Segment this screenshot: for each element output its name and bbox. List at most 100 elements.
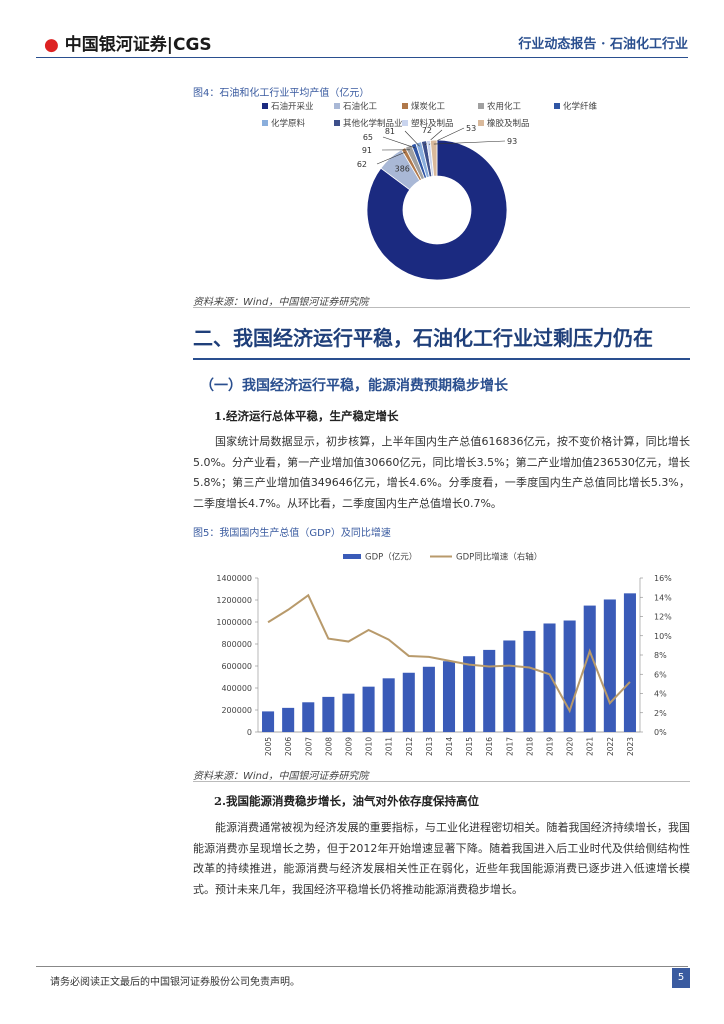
bar bbox=[463, 656, 476, 732]
x-tick-label: 2010 bbox=[365, 737, 374, 756]
y2-tick-label: 14% bbox=[654, 593, 672, 602]
x-tick-label: 2019 bbox=[546, 737, 555, 756]
header-title: 行业动态报告 · 石油化工行业 bbox=[518, 37, 688, 52]
subsection-heading: （一）我国经济运行平稳，能源消费预期稳步增长 bbox=[200, 378, 508, 394]
y-tick-label: 400000 bbox=[221, 684, 252, 693]
x-tick-label: 2016 bbox=[485, 737, 494, 756]
figure-caption: 图4：石油和化工行业平均产值（亿元） bbox=[193, 88, 370, 99]
x-tick-label: 2009 bbox=[344, 737, 353, 756]
logo-text: 中国银河证券|CGS bbox=[64, 35, 212, 55]
legend-swatch bbox=[478, 103, 484, 109]
figure-caption: 图5：我国国内生产总值（GDP）及同比增速 bbox=[193, 528, 391, 539]
x-tick-label: 2006 bbox=[284, 737, 293, 756]
bar bbox=[382, 678, 395, 732]
bar bbox=[483, 649, 496, 732]
page-number: 5 bbox=[672, 968, 690, 988]
x-tick-label: 2015 bbox=[465, 737, 474, 756]
legend-label: GDP（亿元） bbox=[365, 552, 417, 563]
legend-label: 石油化工 bbox=[343, 101, 378, 112]
bar bbox=[442, 661, 456, 732]
legend-label: 橡胶及制品 bbox=[487, 118, 530, 129]
line bbox=[267, 593, 631, 714]
paragraph: 国家统计局数据显示，初步核算，上半年国内生产总值616836亿元，按不变价格计算… bbox=[193, 435, 690, 510]
legend-label: 化学纤维 bbox=[563, 101, 598, 112]
bar-line-chart: GDP（亿元） GDP同比增速（右轴） 0 200000 400000 600000 800… bbox=[216, 552, 672, 757]
y-tick-label: 800000 bbox=[221, 640, 252, 649]
legend-swatch bbox=[262, 120, 268, 126]
legend-label: 煤炭化工 bbox=[411, 101, 446, 112]
bar bbox=[282, 707, 295, 732]
leader-line bbox=[433, 140, 506, 145]
x-tick-label: 2013 bbox=[425, 737, 434, 756]
bar bbox=[523, 630, 536, 732]
x-tick-label: 2011 bbox=[385, 737, 394, 756]
legend-label: 农用化工 bbox=[487, 101, 522, 112]
header-rule bbox=[36, 57, 688, 58]
legend-label: GDP同比增速（右轴） bbox=[456, 552, 542, 563]
x-tick-label: 2008 bbox=[324, 737, 333, 756]
x-tick-label: 2012 bbox=[405, 737, 414, 756]
y-tick-label: 1200000 bbox=[216, 596, 252, 605]
legend-swatch bbox=[262, 103, 268, 109]
legend-label: 化学原料 bbox=[271, 118, 306, 129]
leader-line bbox=[382, 136, 415, 149]
y2-tick-label: 0% bbox=[654, 728, 667, 737]
rule bbox=[193, 307, 690, 308]
bar bbox=[563, 620, 576, 732]
y2-tick-label: 10% bbox=[654, 632, 672, 641]
data-label: 62 bbox=[357, 160, 367, 169]
y-tick-label: 1000000 bbox=[216, 618, 252, 627]
point-heading: 1.经济运行总体平稳，生产稳定增长 bbox=[214, 409, 399, 423]
legend-label: 其他化学制品业 bbox=[343, 118, 403, 129]
donut-slice bbox=[366, 139, 508, 281]
y-tick-label: 0 bbox=[247, 728, 252, 737]
leader-line bbox=[404, 130, 420, 147]
y2-tick-label: 6% bbox=[654, 670, 667, 679]
x-tick-label: 2020 bbox=[566, 737, 575, 756]
y2-tick-label: 8% bbox=[654, 651, 667, 660]
disclaimer: 请务必阅读正文最后的中国银河证券股份公司免责声明。 bbox=[50, 977, 300, 988]
bar bbox=[543, 623, 556, 732]
y-tick-label: 600000 bbox=[221, 662, 252, 671]
bar bbox=[402, 672, 415, 732]
paragraph: 能源消费通常被视为经济发展的重要指标，与工业化进程密切相关。随着我国经济持续增长… bbox=[193, 821, 690, 896]
legend-swatch bbox=[554, 103, 560, 109]
bar bbox=[603, 599, 616, 732]
legend-swatch bbox=[343, 554, 361, 559]
legend-label: 石油开采业 bbox=[271, 101, 314, 112]
legend-swatch bbox=[478, 120, 484, 126]
footer-rule bbox=[36, 966, 688, 967]
data-label: 53 bbox=[466, 124, 476, 133]
x-tick-label: 2005 bbox=[264, 737, 273, 756]
bar bbox=[262, 711, 275, 732]
donut-slice bbox=[429, 139, 438, 177]
rule bbox=[193, 781, 690, 782]
legend-swatch bbox=[334, 103, 340, 109]
y2-tick-label: 2% bbox=[654, 709, 667, 718]
x-tick-label: 2021 bbox=[586, 737, 595, 756]
data-label: 386 bbox=[395, 164, 410, 173]
x-tick-label: 2022 bbox=[606, 737, 615, 756]
y2-tick-label: 12% bbox=[654, 613, 672, 622]
point-heading: 2.我国能源消费稳步增长，油气对外依存度保持高位 bbox=[214, 794, 480, 808]
data-label: 65 bbox=[363, 133, 373, 142]
data-label: 81 bbox=[385, 127, 395, 136]
y2-tick-label: 4% bbox=[654, 690, 667, 699]
rule bbox=[193, 358, 690, 360]
logo: ● 中国银河证券|CGS bbox=[44, 35, 212, 55]
bar bbox=[583, 605, 596, 732]
x-tick-label: 2017 bbox=[505, 737, 514, 756]
data-label: 93 bbox=[507, 137, 517, 146]
legend-label: 塑料及制品 bbox=[411, 118, 454, 129]
source: 资料来源：Wind，中国银河证券研究院 bbox=[193, 297, 369, 308]
source: 资料来源：Wind，中国银河证券研究院 bbox=[193, 771, 369, 782]
y-tick-label: 1400000 bbox=[216, 574, 252, 583]
bar bbox=[302, 702, 315, 732]
bar bbox=[342, 693, 355, 732]
legend-swatch bbox=[402, 120, 408, 126]
data-label: 72 bbox=[422, 126, 432, 135]
bar bbox=[503, 640, 516, 732]
section-heading: 二、我国经济运行平稳，石油化工行业过剩压力仍在 bbox=[193, 326, 653, 350]
y2-tick-label: 16% bbox=[654, 574, 672, 583]
